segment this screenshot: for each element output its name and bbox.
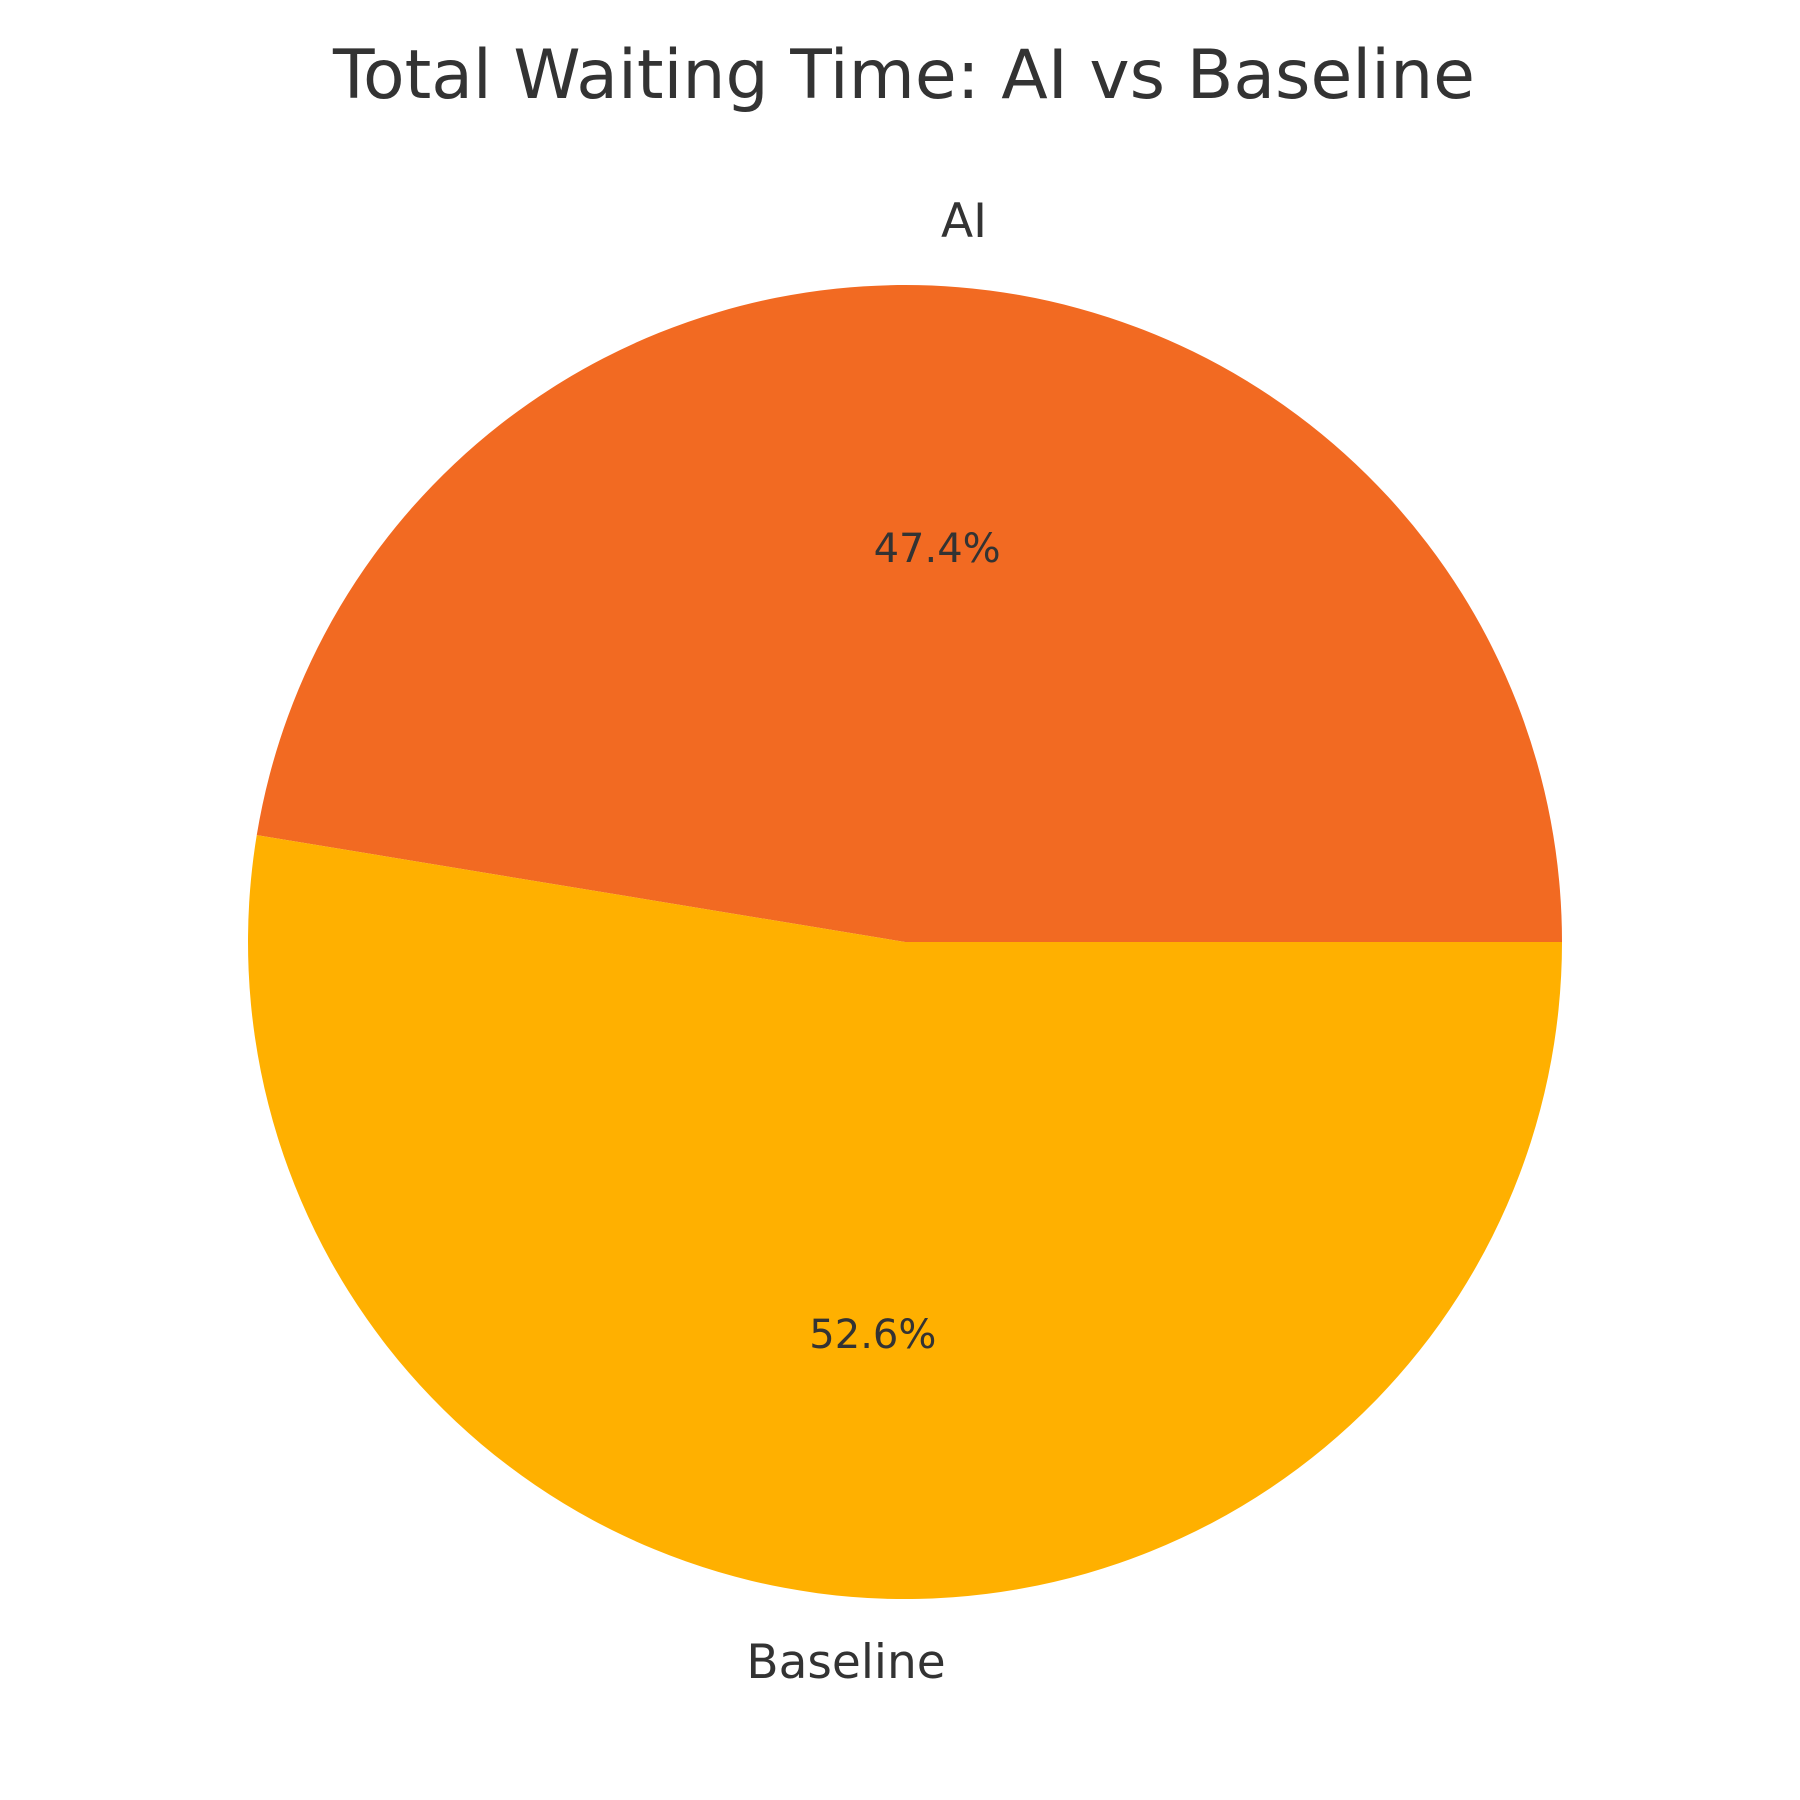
chart-title: Total Waiting Time: AI vs Baseline <box>332 36 1475 115</box>
pie-slices <box>248 285 1563 1600</box>
pie-slice-ai <box>256 285 1562 942</box>
pie-labels: AI 47.4% Baseline 52.6% <box>746 194 1000 1690</box>
percent-label-ai: 47.4% <box>874 526 1001 572</box>
percent-label-baseline: 52.6% <box>809 1312 936 1358</box>
slice-label-baseline: Baseline <box>746 1635 945 1690</box>
slice-label-ai: AI <box>941 194 987 249</box>
pie-slice-baseline <box>248 835 1563 1600</box>
